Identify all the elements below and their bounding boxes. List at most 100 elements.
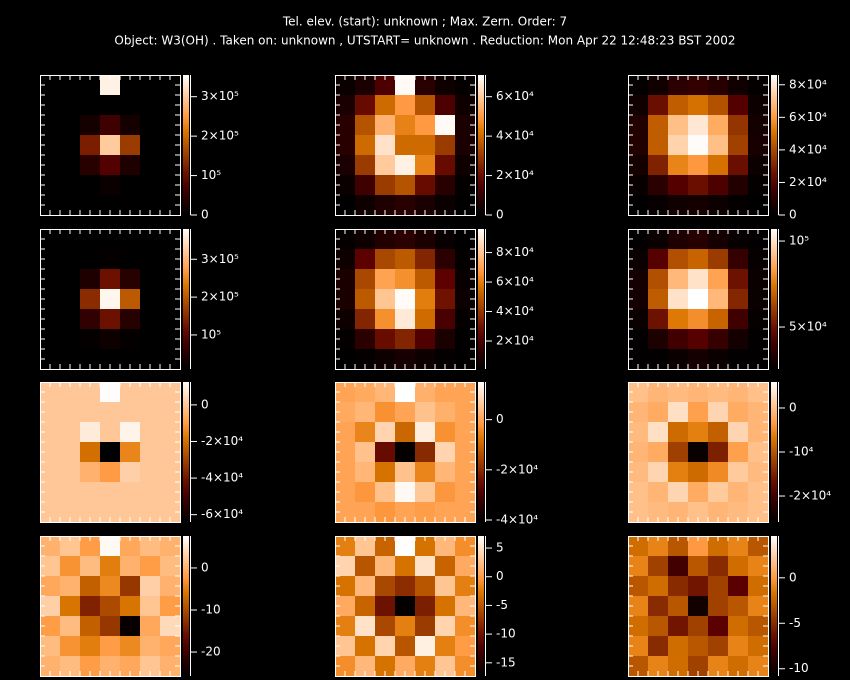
heatmap-cell (335, 115, 356, 136)
heatmap-cell (160, 135, 181, 156)
heatmap-cell (648, 175, 669, 196)
heatmap-cell (415, 462, 436, 483)
heatmap-cell (648, 462, 669, 483)
heatmap-cell (60, 269, 81, 290)
heatmap-cell (435, 422, 456, 443)
heatmap-cell (80, 309, 101, 330)
heatmap-cell (668, 536, 689, 557)
colorbar-tick-label: 2×10⁵ (201, 129, 239, 143)
heatmap-cell (395, 175, 416, 196)
heatmap-cell (435, 95, 456, 116)
heatmap-cell (355, 482, 376, 503)
heatmap-cell (160, 249, 181, 270)
heatmap-cell (355, 115, 376, 136)
heatmap-cell (648, 382, 669, 403)
heatmap-cell (395, 656, 416, 677)
heatmap-cell (335, 249, 356, 270)
heatmap-cell (375, 309, 396, 330)
heatmap-cell (648, 502, 669, 523)
colorbar-tick-label: 0 (789, 570, 797, 584)
heatmap-cell (60, 95, 81, 116)
heatmap-cell (455, 482, 476, 503)
heatmap-cell (335, 95, 356, 116)
heatmap-cell (628, 536, 649, 557)
heatmap-cell (100, 175, 121, 196)
heatmap-cell (80, 442, 101, 463)
heatmap-cell (395, 402, 416, 423)
colorbar-tick-label: 4×10⁴ (496, 129, 534, 143)
heatmap-cell (668, 329, 689, 350)
heatmap-cell (435, 576, 456, 597)
colorbar-tick-label: -4×10⁴ (201, 471, 243, 485)
heatmap-cell (335, 155, 356, 176)
heatmap-cell (415, 175, 436, 196)
heatmap-cell (708, 289, 729, 310)
colorbar (771, 75, 777, 215)
heatmap-cell (100, 229, 121, 250)
heatmap-cell (140, 309, 161, 330)
heatmap-cell (395, 249, 416, 270)
heatmap-cell (415, 249, 436, 270)
heatmap-cell (648, 155, 669, 176)
heatmap-cell (40, 656, 61, 677)
heatmap-cell (80, 482, 101, 503)
heatmap-cell (628, 135, 649, 156)
heatmap-cell (395, 536, 416, 557)
subtitle: Object: W3(OH) . Taken on: unknown , UTS… (114, 34, 735, 48)
heatmap-cell (728, 576, 749, 597)
heatmap-cell (688, 349, 709, 370)
heatmap-cell (395, 502, 416, 523)
heatmap-cell (375, 229, 396, 250)
heatmap-cell (60, 536, 81, 557)
heatmap-cell (355, 95, 376, 116)
heatmap-cell (40, 249, 61, 270)
heatmap-cell (80, 576, 101, 597)
heatmap-cell (355, 155, 376, 176)
heatmap-cell (375, 536, 396, 557)
heatmap-cell (628, 195, 649, 216)
heatmap-cell (688, 556, 709, 577)
heatmap-cell (335, 502, 356, 523)
heatmap-cell (728, 115, 749, 136)
heatmap-cell (160, 349, 181, 370)
heatmap-cell (748, 442, 769, 463)
heatmap-cell (120, 536, 141, 557)
heatmap-cell (708, 556, 729, 577)
heatmap-cell (708, 462, 729, 483)
heatmap-cell (60, 462, 81, 483)
heatmap-cell (40, 636, 61, 657)
heatmap-cell (455, 402, 476, 423)
heatmap-cell (40, 269, 61, 290)
heatmap-cell (648, 596, 669, 617)
colorbar-tick-label: 5×10⁴ (789, 320, 827, 334)
heatmap-cell (120, 616, 141, 637)
heatmap-cell (335, 556, 356, 577)
heatmap-cell (40, 556, 61, 577)
heatmap-cell (748, 422, 769, 443)
heatmap-cell (648, 95, 669, 116)
heatmap-cell (80, 556, 101, 577)
heatmap-cell (80, 249, 101, 270)
heatmap-cell (748, 175, 769, 196)
heatmap-cell (335, 309, 356, 330)
heatmap-cell (80, 596, 101, 617)
heatmap-cell (708, 269, 729, 290)
heatmap-cell (668, 115, 689, 136)
heatmap-cell (708, 329, 729, 350)
heatmap-cell (648, 576, 669, 597)
heatmap-cell (100, 329, 121, 350)
colorbar (771, 382, 777, 522)
heatmap-cell (355, 616, 376, 637)
heatmap-cell (375, 269, 396, 290)
heatmap-cell (395, 616, 416, 637)
heatmap-cell (100, 349, 121, 370)
heatmap-cell (708, 382, 729, 403)
heatmap-cell (668, 309, 689, 330)
heatmap-cell (748, 502, 769, 523)
heatmap-cell (100, 195, 121, 216)
heatmap-cell (415, 636, 436, 657)
heatmap-cell (748, 289, 769, 310)
heatmap-cell (60, 442, 81, 463)
heatmap-cell (628, 289, 649, 310)
